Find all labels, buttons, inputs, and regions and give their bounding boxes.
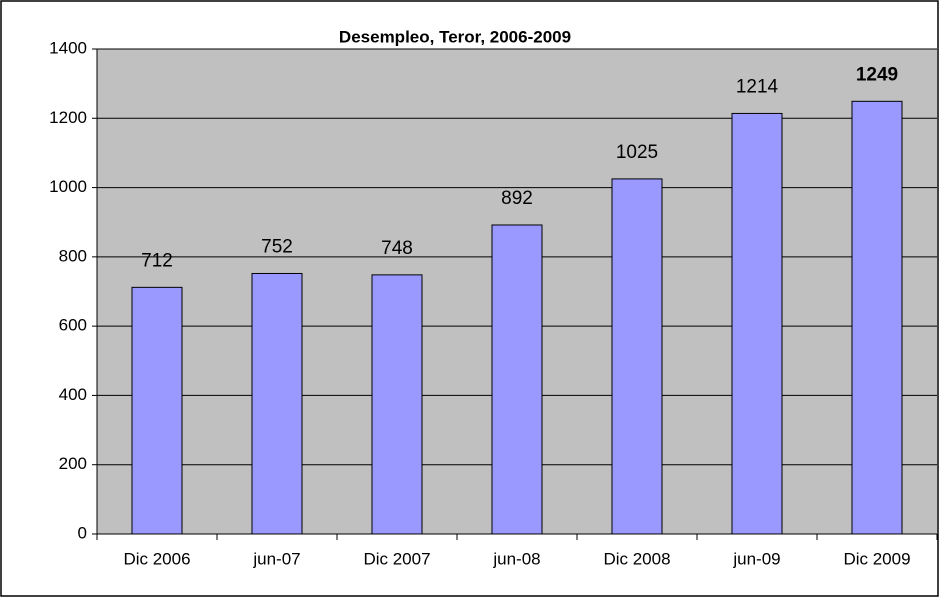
- y-tick-label: 200: [59, 454, 87, 473]
- y-tick-label: 600: [59, 316, 87, 335]
- chart-title: Desempleo, Teror, 2006-2009: [339, 27, 571, 46]
- bar: [371, 274, 423, 535]
- data-label: 892: [501, 188, 533, 209]
- bar: [611, 178, 663, 535]
- y-tick-label: 0: [78, 523, 87, 542]
- data-label: 748: [381, 238, 413, 259]
- data-label: 752: [261, 237, 293, 258]
- x-tick-label: jun-08: [492, 549, 540, 568]
- data-label: 1025: [616, 142, 658, 163]
- bar: [731, 112, 783, 535]
- y-tick-label: 400: [59, 385, 87, 404]
- x-tick-label: Dic 2006: [123, 549, 190, 568]
- data-label: 712: [141, 250, 173, 271]
- y-tick-label: 1400: [49, 38, 87, 57]
- bar: [491, 224, 543, 535]
- x-tick-label: jun-07: [252, 549, 300, 568]
- x-tick-label: Dic 2007: [363, 549, 430, 568]
- y-tick-label: 800: [59, 246, 87, 265]
- bar: [251, 272, 303, 535]
- x-tick-label: jun-09: [732, 549, 780, 568]
- x-tick-label: Dic 2009: [843, 549, 910, 568]
- x-tick-label: Dic 2008: [603, 549, 670, 568]
- data-label: 1249: [856, 64, 898, 85]
- data-label: 1214: [736, 76, 779, 97]
- y-tick-label: 1200: [49, 108, 87, 127]
- bar: [131, 286, 183, 535]
- bar: [851, 100, 903, 535]
- y-tick-label: 1000: [49, 177, 87, 196]
